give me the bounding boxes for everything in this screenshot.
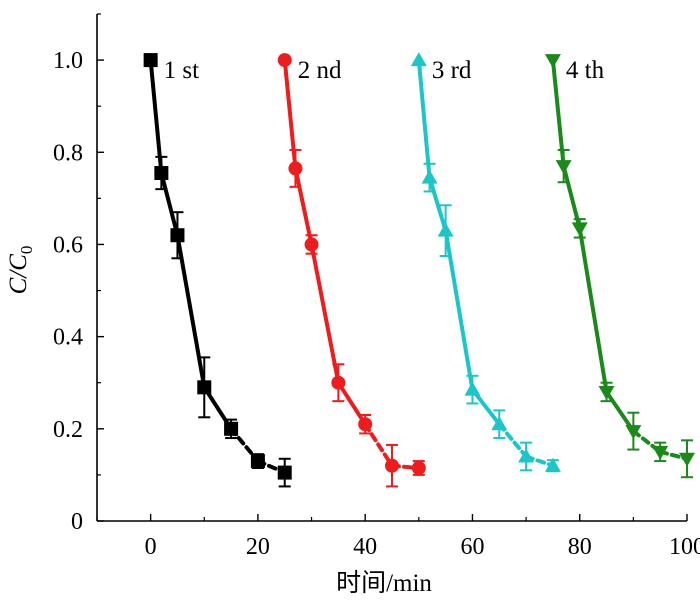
- y-tick-label: 0.8: [53, 140, 83, 166]
- series-line: [336, 380, 368, 427]
- data-point: [277, 53, 292, 68]
- series-line: [416, 58, 432, 180]
- data-point: [544, 457, 561, 472]
- y-tick-label: 1.0: [53, 48, 83, 74]
- y-tick-label: 0.2: [53, 417, 83, 443]
- data-point: [331, 375, 346, 390]
- series-line: [159, 171, 180, 238]
- series-line: [175, 233, 207, 390]
- series: [410, 52, 561, 473]
- data-point: [250, 454, 265, 469]
- data-point: [679, 452, 695, 467]
- series-line: [363, 422, 394, 468]
- y-tick-label: 0.6: [53, 232, 83, 258]
- axes: 0 20 40 60 80 100 0 0.2 0.4 0.6 0.8 1.0: [53, 13, 700, 560]
- data-point: [410, 52, 427, 67]
- series-line: [427, 175, 448, 233]
- data-point: [411, 460, 426, 475]
- series-line: [309, 242, 341, 385]
- legend-label: 2 nd: [298, 57, 342, 84]
- y-axis-label-main: C/C: [5, 254, 32, 295]
- data-point: [625, 425, 642, 440]
- series-line: [148, 58, 164, 176]
- data-point: [652, 445, 669, 460]
- data-point: [358, 417, 373, 432]
- data-point: [518, 448, 535, 463]
- series: [277, 53, 426, 488]
- series-line: [550, 58, 566, 169]
- x-tick-label: 0: [145, 534, 157, 560]
- y-tick-label: 0.4: [53, 325, 83, 351]
- y-axis-label: C/C0: [5, 246, 36, 295]
- series: [544, 54, 695, 479]
- series-line: [561, 164, 582, 231]
- x-tick-label: 100: [669, 534, 700, 560]
- series-line: [282, 58, 298, 171]
- data-point: [277, 465, 292, 480]
- x-tick-label: 40: [353, 534, 377, 560]
- series-line: [443, 228, 475, 392]
- data-point: [571, 222, 588, 237]
- data-point: [197, 380, 212, 395]
- data-point: [304, 237, 319, 252]
- data-point: [385, 458, 399, 473]
- data-point: [143, 53, 158, 68]
- series-layer: [143, 52, 695, 488]
- y-axis-label-sub: 0: [17, 246, 36, 255]
- x-tick-label: 80: [568, 534, 592, 560]
- data-point: [421, 169, 438, 184]
- legend: 1 st 2 nd 3 rd 4 th: [164, 57, 605, 84]
- legend-label: 4 th: [566, 57, 605, 84]
- series-line: [604, 389, 636, 434]
- x-axis-label: 时间/min: [336, 569, 432, 597]
- series: [143, 53, 292, 488]
- data-point: [154, 166, 169, 181]
- data-point: [170, 228, 185, 243]
- legend-label: 3 rd: [432, 57, 472, 84]
- y-tick-label: 0: [71, 509, 83, 535]
- data-point: [224, 421, 239, 436]
- data-point: [555, 160, 572, 175]
- data-point: [464, 381, 481, 396]
- x-tick-label: 60: [460, 534, 484, 560]
- x-tick-label: 20: [246, 534, 270, 560]
- data-point: [598, 385, 615, 400]
- legend-label: 1 st: [164, 57, 199, 84]
- series-line: [293, 166, 314, 247]
- data-point: [288, 161, 303, 176]
- data-point: [437, 222, 454, 237]
- data-point: [544, 54, 561, 69]
- data-point: [491, 416, 508, 431]
- series-line: [577, 226, 609, 394]
